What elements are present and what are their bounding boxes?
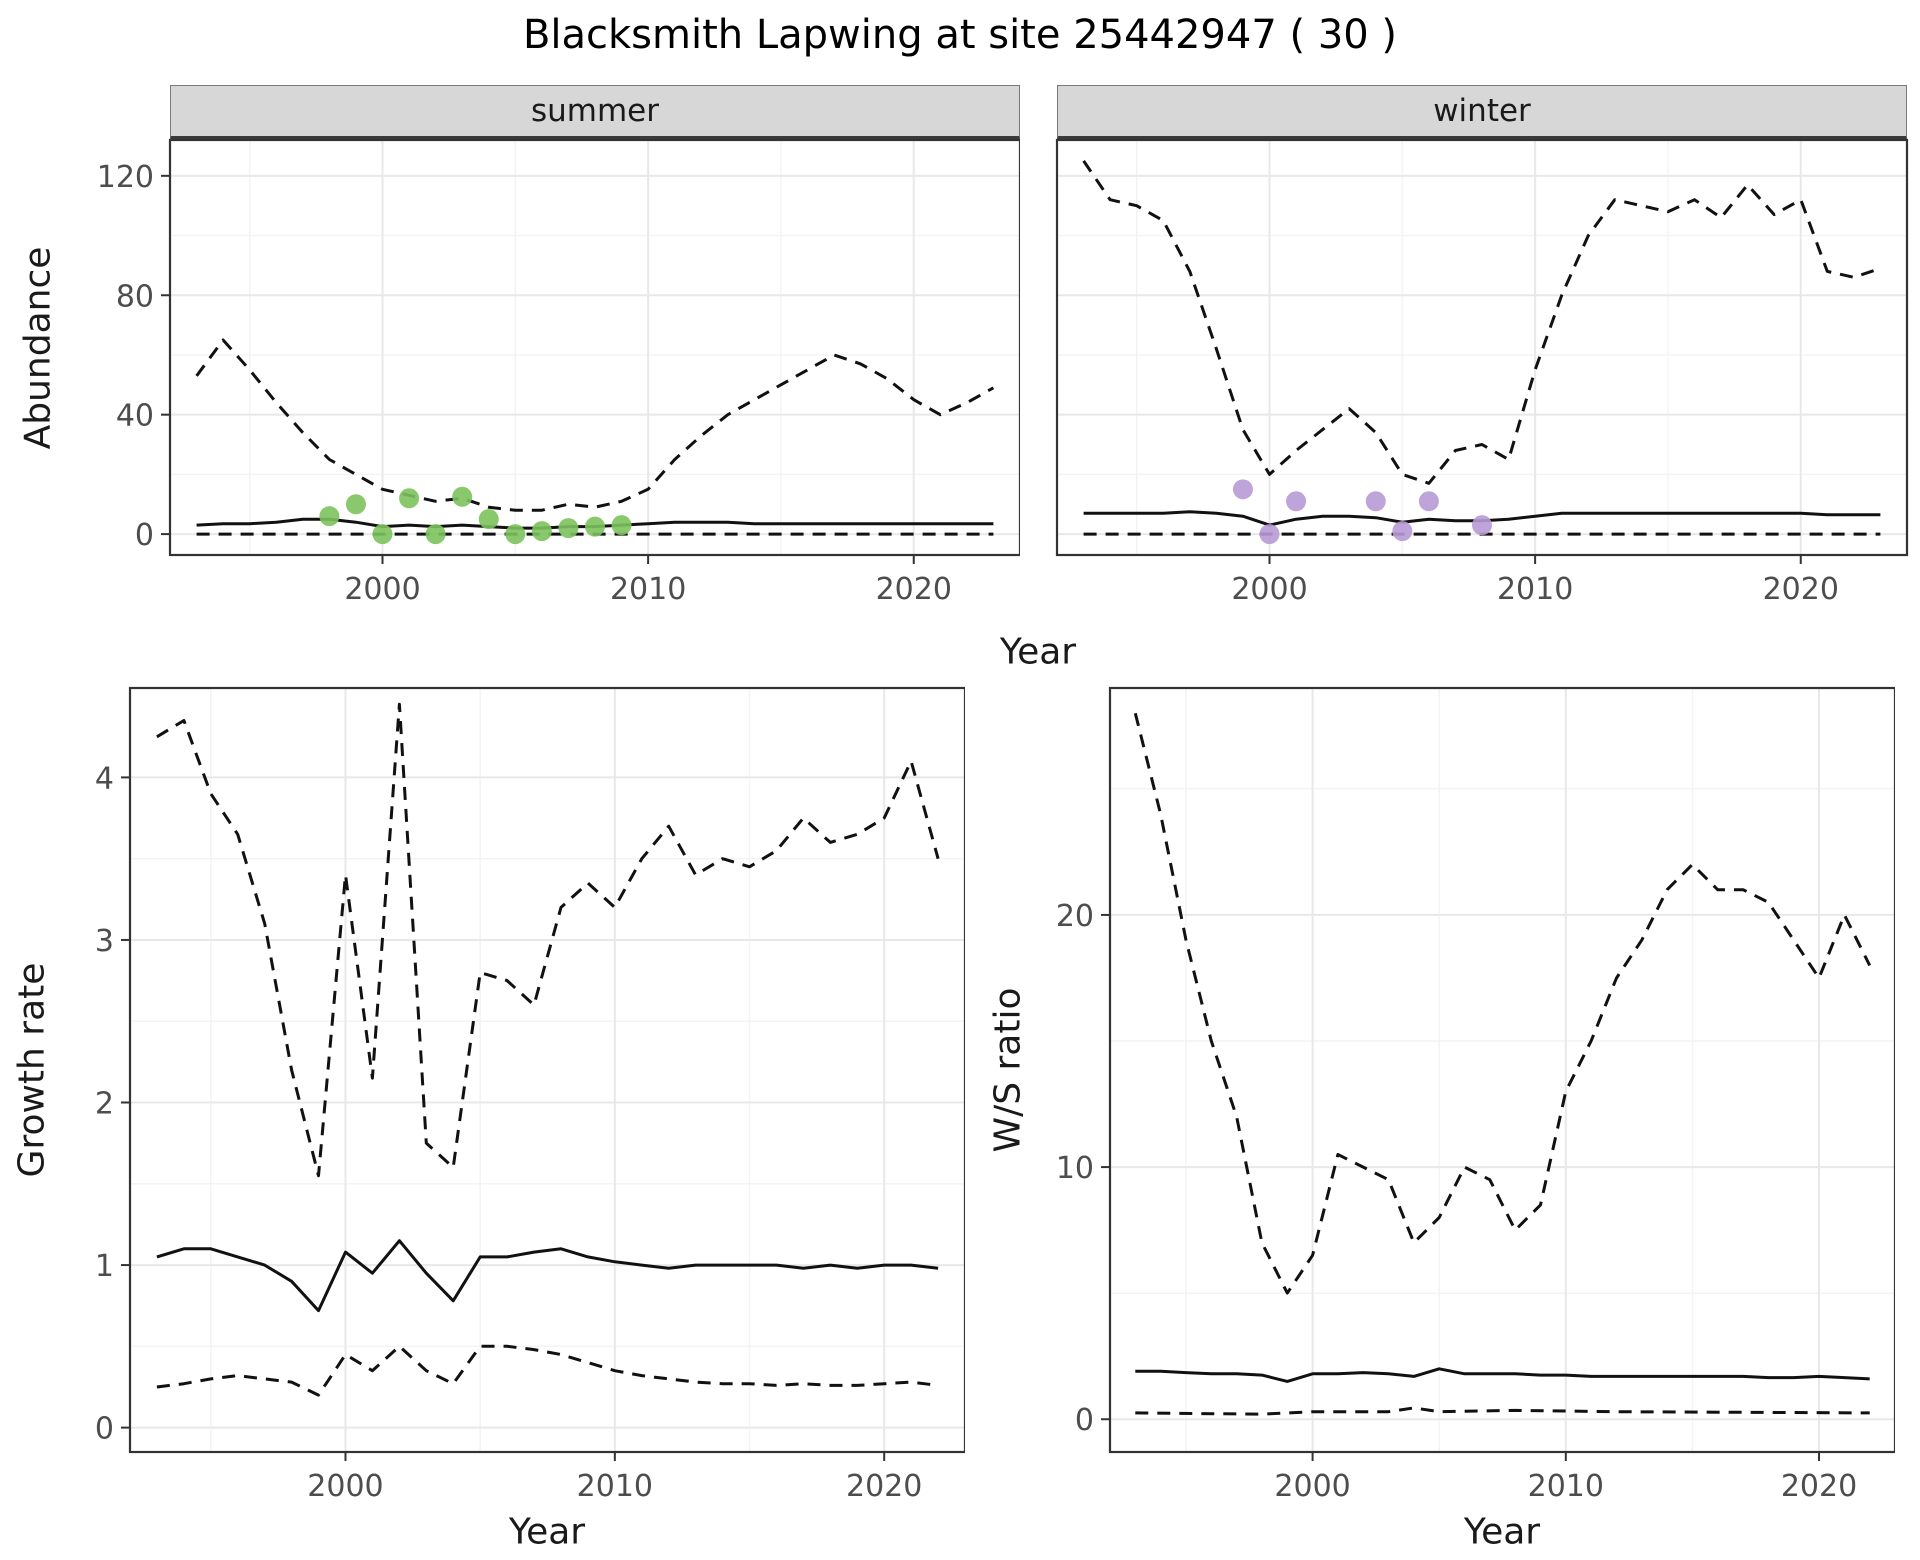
winter-abundance-chart: 2000 2010 2020 — [1055, 138, 1909, 607]
facet-strip-winter-label: winter — [1433, 93, 1531, 129]
svg-text:120: 120 — [97, 160, 154, 195]
svg-text:2000: 2000 — [1274, 1469, 1350, 1504]
facet-strip-summer: summer — [170, 85, 1020, 140]
bottom-left-year-axis-label: Year — [508, 1511, 586, 1553]
svg-text:2: 2 — [95, 1087, 114, 1122]
svg-text:0: 0 — [135, 518, 154, 553]
svg-text:3: 3 — [95, 924, 114, 959]
top-year-axis-label: Year — [999, 631, 1077, 673]
svg-text:2020: 2020 — [846, 1469, 922, 1504]
svg-text:2020: 2020 — [1763, 572, 1839, 607]
svg-text:2000: 2000 — [1231, 572, 1307, 607]
svg-text:4: 4 — [95, 761, 114, 796]
svg-text:2020: 2020 — [1781, 1469, 1857, 1504]
svg-text:1: 1 — [95, 1249, 114, 1284]
growth-rate-chart: 2000 2010 2020 0 1 2 3 4 — [95, 686, 965, 1504]
ws-ratio-axis-label: W/S ratio — [987, 987, 1029, 1153]
svg-text:10: 10 — [1056, 1151, 1094, 1186]
svg-text:2010: 2010 — [1528, 1469, 1604, 1504]
svg-text:2020: 2020 — [876, 572, 952, 607]
ws-ratio-chart: 2000 2010 2020 0 10 20 — [1056, 686, 1895, 1504]
abundance-axis-label: Abundance — [17, 246, 59, 450]
svg-text:2010: 2010 — [1497, 572, 1573, 607]
svg-text:20: 20 — [1056, 899, 1094, 934]
svg-text:0: 0 — [95, 1412, 114, 1447]
bottom-right-year-axis-label: Year — [1463, 1511, 1541, 1553]
svg-text:40: 40 — [116, 399, 154, 434]
svg-text:2000: 2000 — [307, 1469, 383, 1504]
svg-text:0: 0 — [1075, 1403, 1094, 1438]
svg-text:2010: 2010 — [577, 1469, 653, 1504]
svg-text:80: 80 — [116, 279, 154, 314]
facet-strip-winter: winter — [1057, 85, 1907, 140]
summer-abundance-chart: 2000 2010 2020 0 40 80 120 — [97, 138, 1020, 607]
facet-strip-summer-label: summer — [530, 93, 659, 129]
figure-title: Blacksmith Lapwing at site 25442947 ( 30… — [522, 12, 1398, 58]
svg-text:2000: 2000 — [344, 572, 420, 607]
svg-text:2010: 2010 — [610, 572, 686, 607]
